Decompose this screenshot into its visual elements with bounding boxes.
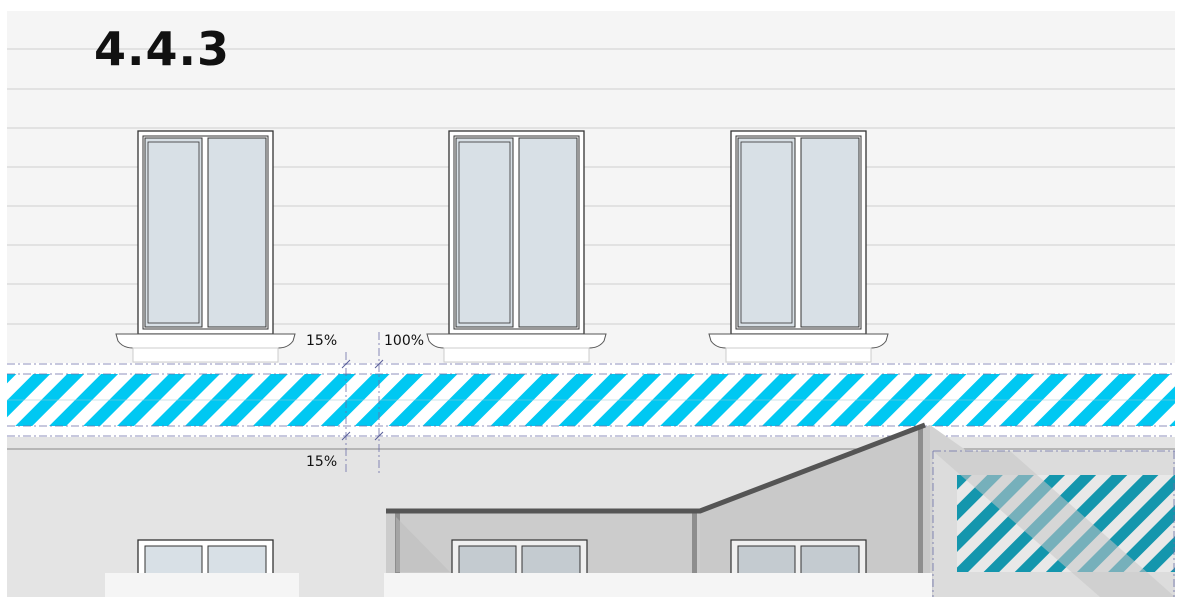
planter-box bbox=[384, 573, 932, 597]
cross-dimension-marker bbox=[341, 359, 384, 441]
upper-window bbox=[426, 130, 607, 363]
striped-panel bbox=[932, 450, 1175, 597]
band-gap-bottom bbox=[7, 426, 1175, 436]
dimension-label-band: 100% bbox=[384, 333, 425, 349]
upper-window bbox=[115, 130, 296, 363]
upper-window bbox=[708, 130, 889, 363]
dimension-label-lower: 15% bbox=[306, 454, 338, 470]
band-gap-top bbox=[7, 364, 1175, 374]
figure-heading: 4.4.3 bbox=[94, 22, 230, 76]
dimension-label-upper: 15% bbox=[306, 333, 338, 349]
planter-box bbox=[105, 573, 299, 597]
guide-lines bbox=[7, 332, 1175, 475]
